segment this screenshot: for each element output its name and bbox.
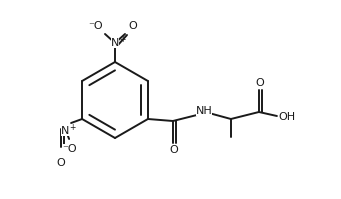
Text: N: N [61, 126, 69, 136]
Text: ⁻O: ⁻O [89, 21, 103, 31]
Text: O: O [255, 78, 264, 88]
Text: ⁻O: ⁻O [62, 144, 76, 154]
Text: N: N [111, 38, 119, 48]
Text: O: O [169, 145, 178, 155]
Text: NH: NH [195, 106, 212, 116]
Text: O: O [57, 158, 65, 168]
Text: O: O [129, 21, 137, 31]
Text: +: + [69, 123, 75, 132]
Text: OH: OH [278, 112, 295, 122]
Text: +: + [119, 34, 125, 44]
